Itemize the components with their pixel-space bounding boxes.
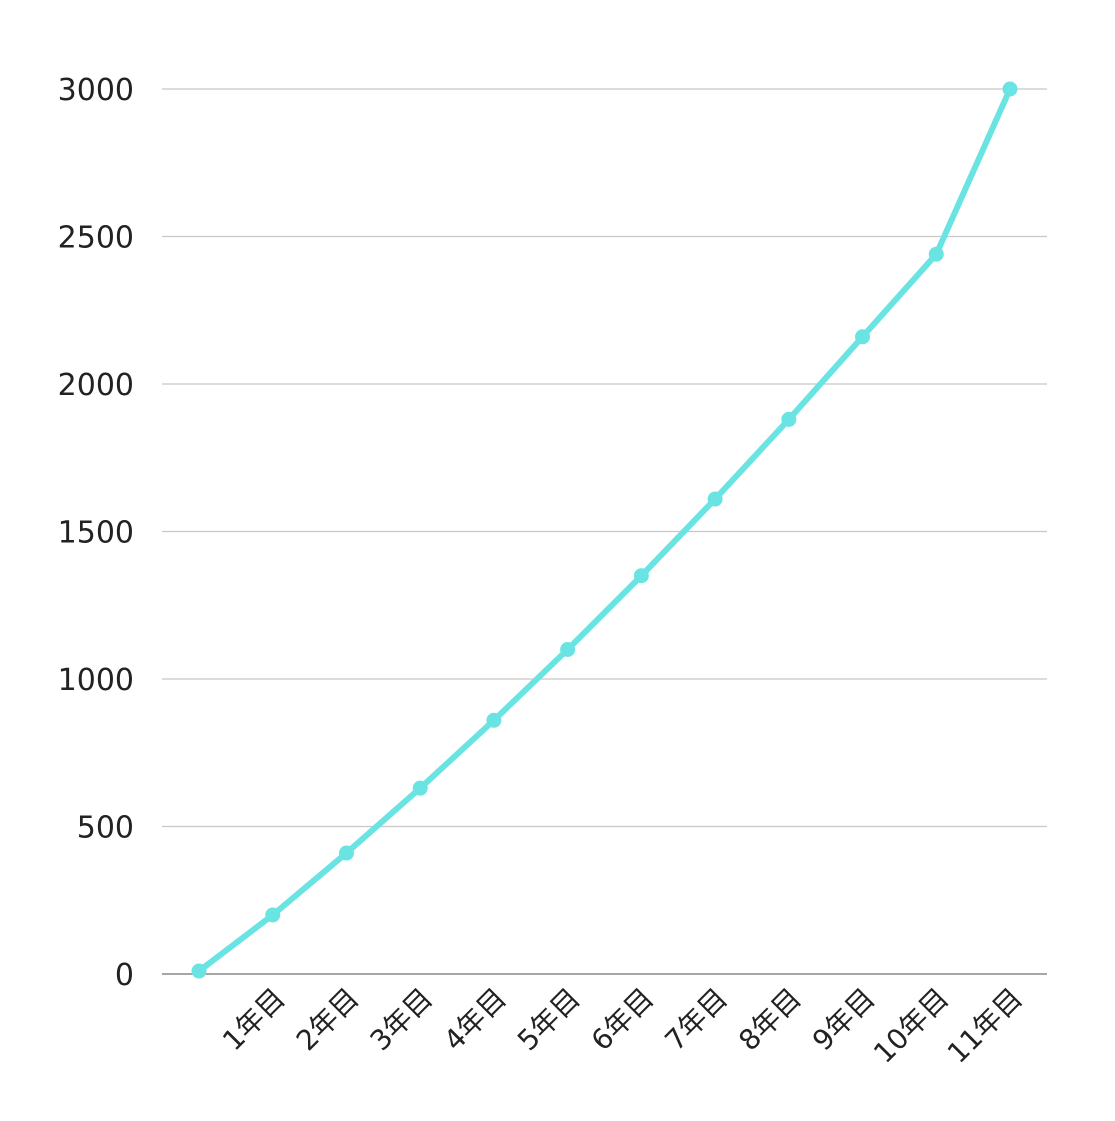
data-point <box>1002 81 1018 97</box>
gridlines <box>162 88 1047 975</box>
y-tick-label: 3000 <box>58 73 134 108</box>
series-line <box>196 86 1013 975</box>
y-axis-ticks: 0 500 1000 1500 2000 2500 3000 <box>58 73 134 993</box>
x-tick-label: 11年目 <box>941 982 1029 1070</box>
y-tick-label: 1000 <box>58 663 134 698</box>
x-tick-label: 2年目 <box>290 982 366 1058</box>
y-tick-label: 2500 <box>58 221 134 256</box>
x-tick-label: 10年目 <box>867 982 955 1070</box>
data-point <box>191 963 207 979</box>
x-tick-label: 7年目 <box>659 982 735 1058</box>
y-tick-label: 500 <box>77 811 134 846</box>
x-tick-label: 4年目 <box>437 982 513 1058</box>
data-point <box>633 568 649 584</box>
data-point <box>338 845 354 861</box>
series-layer <box>191 81 1018 979</box>
x-tick-label: 6年目 <box>585 982 661 1058</box>
x-tick-label: 1年目 <box>216 982 292 1058</box>
data-point <box>412 780 428 796</box>
data-point <box>781 411 797 427</box>
x-tick-label: 3年目 <box>364 982 440 1058</box>
data-point <box>265 907 281 923</box>
data-point <box>928 246 944 262</box>
data-point <box>707 491 723 507</box>
y-tick-label: 2000 <box>58 368 134 403</box>
x-tick-label: 8年目 <box>732 982 808 1058</box>
data-point <box>486 712 502 728</box>
x-tick-label: 5年目 <box>511 982 587 1058</box>
data-point <box>560 642 576 657</box>
y-tick-label: 1500 <box>58 516 134 551</box>
y-tick-label: 0 <box>115 958 134 993</box>
data-point <box>855 329 871 345</box>
